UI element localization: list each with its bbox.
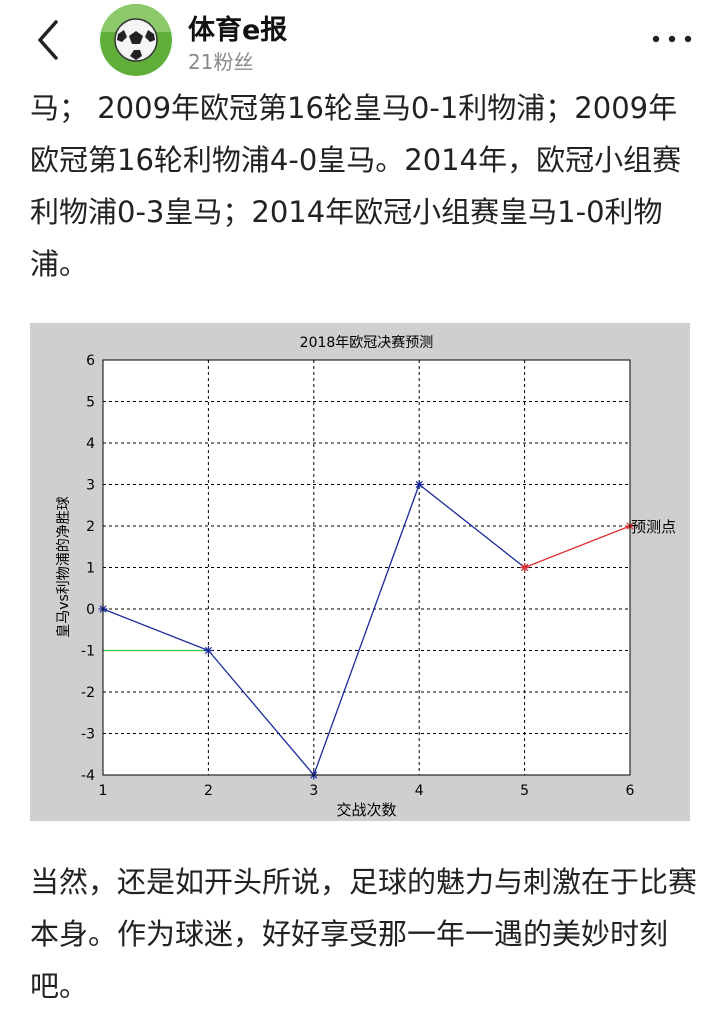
y-tick-label: -3 bbox=[81, 727, 95, 743]
chart-title: 2018年欧冠决赛预测 bbox=[300, 335, 434, 351]
x-tick-label: 1 bbox=[99, 783, 108, 799]
more-button[interactable] bbox=[648, 24, 696, 54]
soccer-ball-icon bbox=[100, 4, 172, 76]
article-paragraph: 马； 2009年欧冠第16轮皇马0-1利物浦；2009年欧冠第16轮利物浦4-0… bbox=[30, 91, 682, 281]
y-tick-label: 5 bbox=[86, 395, 95, 411]
y-tick-label: 0 bbox=[86, 602, 95, 618]
chevron-left-icon bbox=[38, 20, 58, 60]
y-tick-label: -1 bbox=[81, 644, 95, 660]
y-tick-label: 2 bbox=[86, 519, 95, 535]
x-axis-label: 交战次数 bbox=[336, 801, 396, 819]
back-button[interactable] bbox=[30, 18, 70, 62]
x-tick-label: 6 bbox=[626, 783, 635, 799]
data-point bbox=[414, 480, 424, 489]
article-paragraph-2: 当然，还是如开头所说，足球的魅力与刺激在于比赛本身。作为球迷，好好享受那一年一遇… bbox=[30, 865, 698, 1003]
y-tick-label: 1 bbox=[86, 561, 95, 577]
chart-image[interactable]: 1 2 3 4 5 6 -4 -3 -2 -1 0 1 2 3 4 5 6 2018年欧冠决赛预测 交战次数 皇… bbox=[30, 323, 690, 821]
data-point bbox=[203, 646, 213, 655]
top-bar: 体育e报 21粉丝 bbox=[0, 0, 720, 80]
x-tick-label: 2 bbox=[204, 783, 213, 799]
y-axis-label: 皇马vs利物浦的净胜球 bbox=[56, 496, 72, 638]
account-name[interactable]: 体育e报 bbox=[188, 15, 288, 46]
avatar[interactable] bbox=[100, 4, 172, 76]
plot-border bbox=[102, 359, 631, 776]
y-tick-label: 3 bbox=[86, 478, 95, 494]
y-tick-label: -2 bbox=[81, 685, 95, 701]
x-tick-label: 5 bbox=[520, 783, 529, 799]
y-tick-label: 6 bbox=[86, 353, 95, 369]
data-point bbox=[520, 563, 530, 572]
series-line bbox=[524, 525, 631, 569]
more-dots-icon bbox=[652, 35, 692, 43]
y-tick-label: 4 bbox=[86, 436, 95, 452]
x-tick-label: 3 bbox=[309, 783, 318, 799]
prediction-chart: 1 2 3 4 5 6 -4 -3 -2 -1 0 1 2 3 4 5 6 2018年欧冠决赛预测 交战次数 皇… bbox=[30, 323, 690, 821]
x-tick-label: 4 bbox=[415, 783, 424, 799]
y-tick-label: -4 bbox=[81, 768, 95, 784]
fans-count: 21粉丝 bbox=[188, 50, 254, 74]
prediction-annotation: 预测点 bbox=[631, 518, 676, 536]
